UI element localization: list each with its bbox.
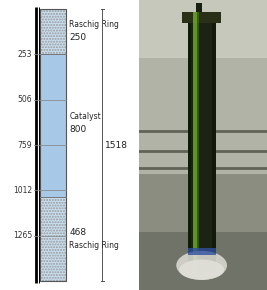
Bar	[212, 12, 216, 273]
Text: 250: 250	[69, 33, 86, 42]
Ellipse shape	[179, 260, 224, 280]
Bar	[40, 197, 66, 281]
Bar	[139, 174, 267, 232]
Text: Catalyst: Catalyst	[69, 112, 101, 121]
Bar	[139, 58, 267, 174]
Text: 759: 759	[18, 140, 33, 150]
Text: 1265: 1265	[13, 231, 33, 240]
Text: 253: 253	[18, 50, 33, 59]
Bar	[187, 12, 216, 273]
Ellipse shape	[176, 251, 227, 280]
Bar	[187, 12, 191, 273]
Bar	[40, 54, 66, 197]
Text: 468: 468	[69, 229, 86, 238]
Bar	[139, 232, 267, 290]
Bar	[187, 248, 216, 255]
Text: 1518: 1518	[105, 140, 128, 150]
Bar	[40, 9, 66, 54]
Bar	[139, 0, 267, 58]
Text: Raschig Ring: Raschig Ring	[69, 20, 119, 29]
Bar	[197, 12, 199, 273]
Text: 506: 506	[18, 95, 33, 104]
Text: 800: 800	[69, 125, 87, 134]
Bar	[196, 3, 202, 12]
Bar	[193, 12, 197, 273]
Text: 1012: 1012	[13, 186, 33, 195]
Bar	[182, 12, 221, 23]
Bar	[40, 9, 66, 281]
Text: Raschig Ring: Raschig Ring	[69, 241, 119, 250]
